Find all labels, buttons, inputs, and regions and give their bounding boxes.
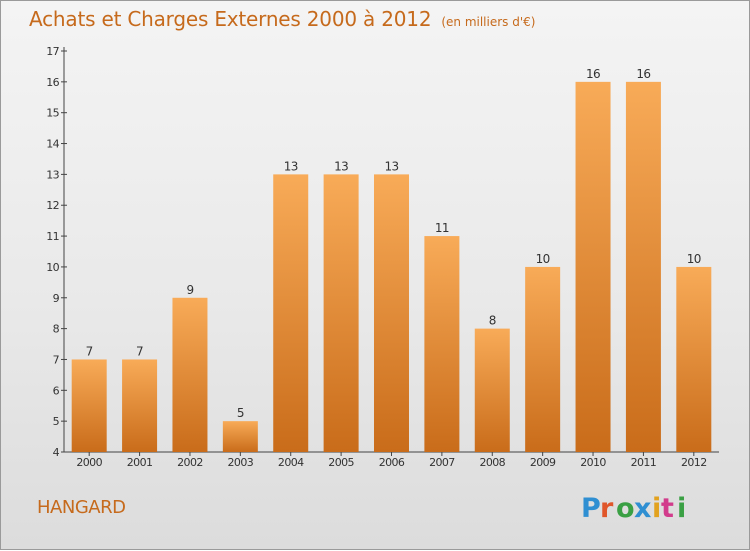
svg-text:x: x <box>634 493 651 524</box>
x-tick-label: 2007 <box>429 456 455 469</box>
svg-text:o: o <box>616 493 635 524</box>
y-tick-label: 10 <box>46 261 59 274</box>
svg-text:i: i <box>652 493 661 524</box>
bar <box>71 359 107 452</box>
bar <box>625 81 661 452</box>
y-tick-label: 11 <box>46 230 59 243</box>
x-tick-label: 2006 <box>379 456 405 469</box>
y-tick-label: 4 <box>53 446 60 459</box>
y-tick-label: 7 <box>53 353 60 366</box>
bar-value-label: 10 <box>687 252 701 266</box>
bar <box>222 421 258 452</box>
svg-text:P: P <box>581 493 601 524</box>
bar-value-label: 7 <box>86 344 93 358</box>
y-tick-label: 15 <box>46 107 59 120</box>
y-tick-label: 9 <box>53 292 60 305</box>
x-tick-label: 2012 <box>681 456 707 469</box>
bar-value-label: 13 <box>284 159 298 173</box>
x-tick-label: 2001 <box>127 456 153 469</box>
bar <box>575 81 611 452</box>
axis-layer: 4 5 6 7 8 9 10 11 12 13 14 15 16 17 2000 2001 2002 2003 20… <box>46 45 719 469</box>
bar-value-label: 10 <box>536 252 550 266</box>
y-tick-label: 8 <box>53 323 60 336</box>
bar-value-label: 11 <box>435 221 449 235</box>
y-tick-label: 16 <box>46 76 59 89</box>
y-tick-label: 12 <box>46 199 59 212</box>
bar-value-label: 13 <box>384 159 398 173</box>
bar <box>374 174 409 452</box>
svg-text:r: r <box>600 493 614 524</box>
x-tick-label: 2003 <box>228 456 254 469</box>
bar-value-label: 16 <box>586 67 600 81</box>
bar <box>122 359 158 452</box>
chart-subtitle: (en milliers d'€) <box>441 15 536 29</box>
y-tick-label: 5 <box>53 415 60 428</box>
bar-layer: 7 7 9 5 13 13 13 11 8 10 16 16 10 <box>71 67 712 452</box>
x-tick-label: 2010 <box>580 456 606 469</box>
svg-text:i: i <box>677 493 686 524</box>
x-tick-label: 2004 <box>278 456 304 469</box>
x-tick-label: 2005 <box>328 456 354 469</box>
bar <box>323 174 359 452</box>
y-tick-label: 13 <box>46 168 59 181</box>
bar-value-label: 5 <box>237 406 244 420</box>
bar <box>172 297 208 452</box>
bar <box>676 266 712 452</box>
bar <box>273 174 309 452</box>
x-tick-label: 2000 <box>76 456 102 469</box>
y-tick-label: 17 <box>46 45 59 58</box>
bar-value-label: 9 <box>186 283 193 297</box>
x-tick-label: 2011 <box>631 456 657 469</box>
bar <box>424 236 460 452</box>
bar-value-label: 7 <box>136 344 143 358</box>
svg-text:t: t <box>661 493 674 524</box>
bar <box>525 266 561 452</box>
chart-title: Achats et Charges Externes 2000 à 2012 (e… <box>29 7 535 31</box>
x-tick-label: 2009 <box>530 456 556 469</box>
y-tick-label: 14 <box>46 138 59 151</box>
bar-value-label: 8 <box>489 314 496 328</box>
proxiti-logo: P r o x i t i <box>581 493 686 524</box>
commune-name: HANGARD <box>37 497 126 518</box>
x-tick-label: 2008 <box>479 456 505 469</box>
x-tick-label: 2002 <box>177 456 203 469</box>
bar <box>474 328 510 452</box>
y-tick-label: 6 <box>53 384 60 397</box>
chart-title-text: Achats et Charges Externes 2000 à 2012 <box>29 7 432 31</box>
bar-value-label: 13 <box>334 159 348 173</box>
bar-value-label: 16 <box>636 67 650 81</box>
